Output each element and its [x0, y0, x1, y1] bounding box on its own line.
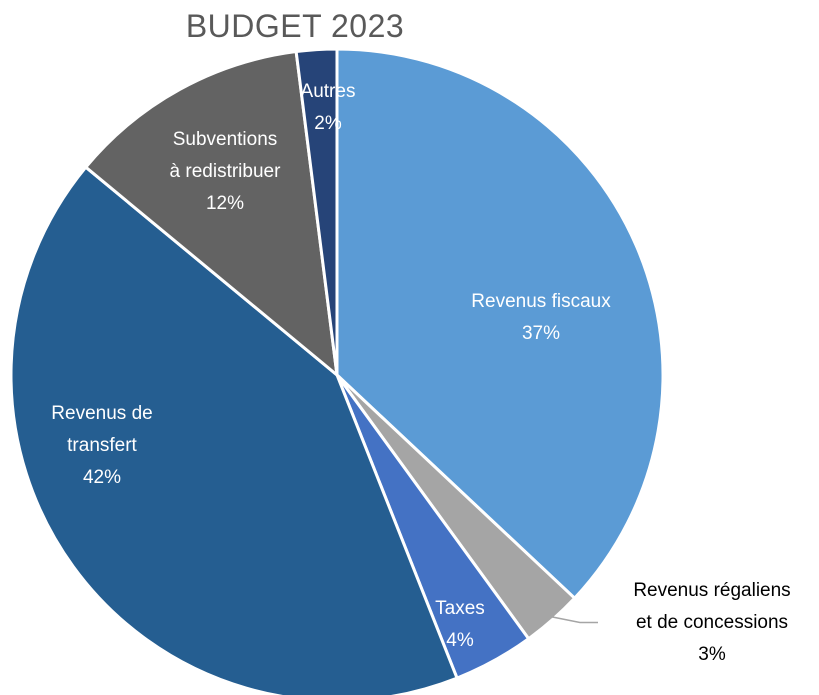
leader-line — [549, 615, 598, 624]
slice-value-label: 3% — [698, 644, 726, 665]
slice-value-label: 37% — [522, 323, 560, 344]
slice-name-label: transfert — [67, 435, 137, 456]
slice-name-label: Taxes — [435, 598, 485, 619]
pie-slice-revenus-de-transfert — [9, 165, 459, 695]
slice-label-revenus-de-transfert: Revenus de transfert 42% — [51, 403, 152, 488]
slice-name-label: Revenus fiscaux — [471, 291, 611, 312]
slice-name-label: et de concessions — [636, 612, 788, 633]
slice-name-label: à redistribuer — [170, 161, 282, 182]
slice-label-autres: Autres 2% — [301, 81, 356, 134]
slice-name-label: Revenus de — [51, 403, 152, 424]
slice-value-label: 2% — [314, 113, 342, 134]
pie-slice-subventions-a-redistribuer — [84, 50, 339, 377]
chart-title: BUDGET 2023 — [185, 8, 405, 44]
slice-name-label: Autres — [301, 81, 356, 102]
slice-name-label: Subventions — [173, 129, 278, 150]
pie-slice-autres — [294, 47, 339, 377]
pie-slice-revenus-fiscaux — [335, 47, 665, 600]
slice-value-label: 42% — [83, 467, 121, 488]
slice-label-revenus-regaliens-et-de-concessions: Revenus régaliens et de concessions 3% — [633, 580, 790, 665]
slice-label-subventions-a-redistribuer: Subventions à redistribuer 12% — [170, 129, 282, 214]
slice-value-label: 12% — [206, 193, 244, 214]
slice-value-label: 4% — [446, 630, 474, 651]
slice-label-taxes: Taxes 4% — [435, 598, 485, 651]
slice-label-revenus-fiscaux: Revenus fiscaux 37% — [471, 291, 611, 344]
slice-name-label: Revenus régaliens — [633, 580, 790, 601]
